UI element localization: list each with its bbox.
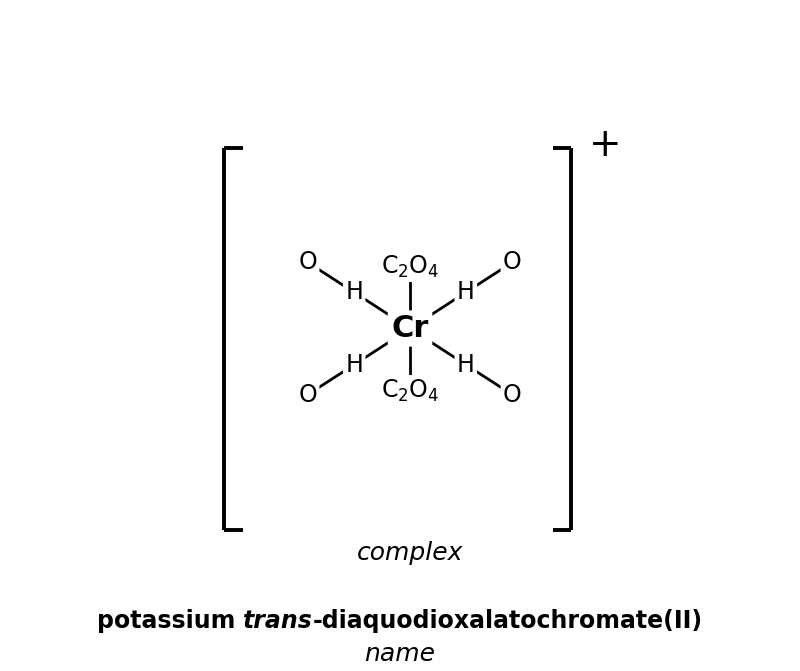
Text: H: H [457,280,474,305]
Text: trans: trans [243,609,313,633]
Text: -diaquodioxalatochromate(II): -diaquodioxalatochromate(II) [313,609,703,633]
Text: name: name [365,642,435,666]
Text: O: O [503,382,522,407]
Text: H: H [346,353,363,376]
Text: +: + [589,126,622,164]
Text: O: O [298,382,317,407]
Text: O: O [503,250,522,274]
Text: H: H [346,280,363,305]
Text: O: O [298,250,317,274]
Text: potassium: potassium [97,609,243,633]
Text: C$_2$O$_4$: C$_2$O$_4$ [381,377,439,404]
Text: C$_2$O$_4$: C$_2$O$_4$ [381,254,439,280]
Text: complex: complex [357,541,463,565]
Text: H: H [457,353,474,376]
Text: Cr: Cr [391,314,429,343]
